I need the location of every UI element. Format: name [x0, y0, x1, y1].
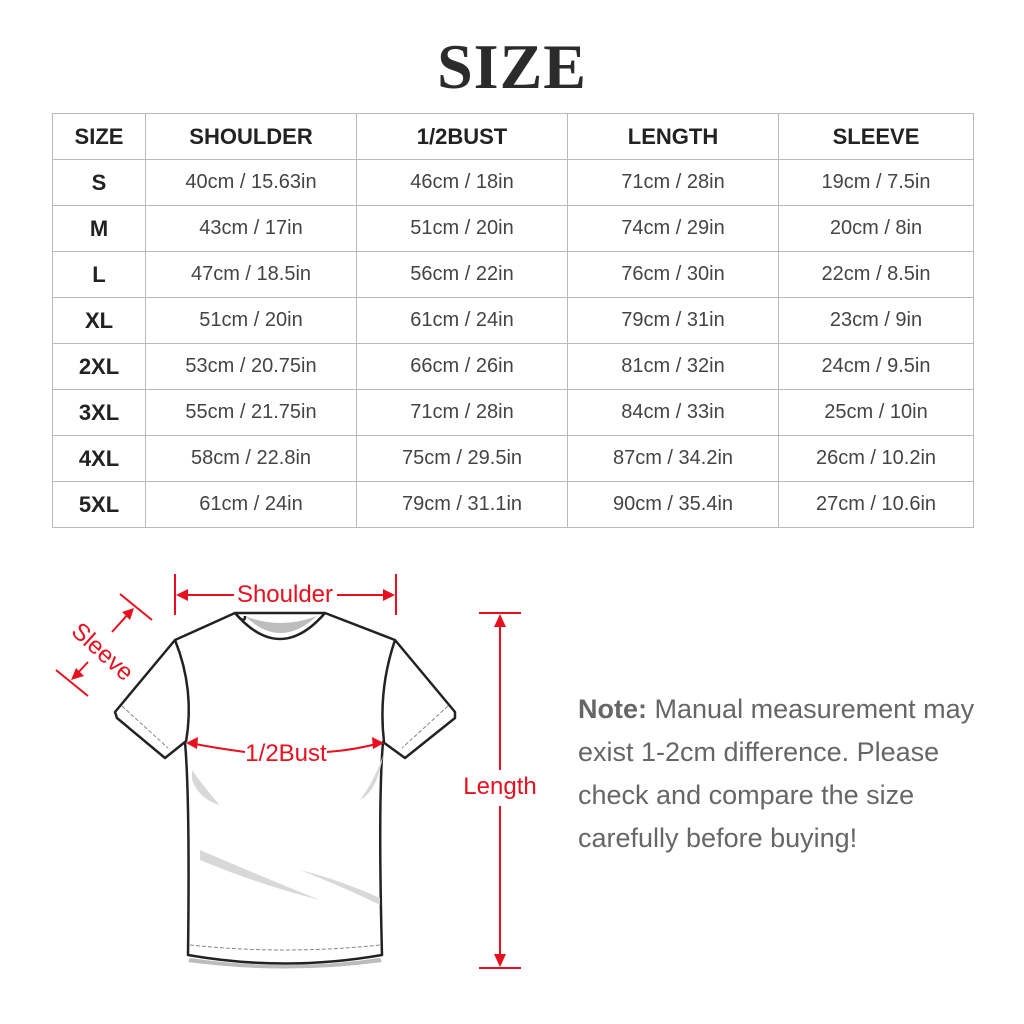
measurement-cell: 51cm / 20in — [356, 205, 568, 252]
table-header-row: SIZE SHOULDER 1/2BUST LENGTH SLEEVE — [52, 113, 974, 160]
size-cell: 5XL — [52, 481, 146, 528]
table-row: 3XL 55cm / 21.75in 71cm / 28in 84cm / 33in 2… — [52, 389, 974, 436]
table-row: 2XL 53cm / 20.75in 66cm / 26in 81cm / 32in 2… — [52, 343, 974, 390]
size-table: SIZE SHOULDER 1/2BUST LENGTH SLEEVE S 40cm / … — [52, 113, 974, 528]
measurement-cell: 75cm / 29.5in — [356, 435, 568, 482]
measurement-cell: 74cm / 29in — [567, 205, 779, 252]
column-header: SLEEVE — [778, 113, 974, 160]
measurement-cell: 27cm / 10.6in — [778, 481, 974, 528]
note-label: Note: — [578, 694, 647, 724]
table-row: M 43cm / 17in 51cm / 20in 74cm / 29in 20cm /… — [52, 205, 974, 252]
measurement-cell: 56cm / 22in — [356, 251, 568, 298]
shoulder-label: Shoulder — [237, 581, 333, 608]
measurement-cell: 19cm / 7.5in — [778, 159, 974, 206]
measurement-cell: 55cm / 21.75in — [145, 389, 357, 436]
measurement-cell: 79cm / 31.1in — [356, 481, 568, 528]
measurement-cell: 40cm / 15.63in — [145, 159, 357, 206]
measurement-cell: 76cm / 30in — [567, 251, 779, 298]
table-row: 5XL 61cm / 24in 79cm / 31.1in 90cm / 35.4in… — [52, 481, 974, 528]
measurement-cell: 87cm / 34.2in — [567, 435, 779, 482]
measurement-annotations — [55, 574, 521, 969]
measurement-cell: 71cm / 28in — [567, 159, 779, 206]
measurement-cell: 66cm / 26in — [356, 343, 568, 390]
measurement-cell: 90cm / 35.4in — [567, 481, 779, 528]
measurement-cell: 79cm / 31in — [567, 297, 779, 344]
table-row: L 47cm / 18.5in 56cm / 22in 76cm / 30in 22cm… — [52, 251, 974, 298]
measurement-cell: 23cm / 9in — [778, 297, 974, 344]
measurement-cell: 47cm / 18.5in — [145, 251, 357, 298]
table-row: S 40cm / 15.63in 46cm / 18in 71cm / 28in 19c… — [52, 159, 974, 206]
size-cell: 3XL — [52, 389, 146, 436]
column-header: 1/2BUST — [356, 113, 568, 160]
measurement-cell: 58cm / 22.8in — [145, 435, 357, 482]
measurement-cell: 24cm / 9.5in — [778, 343, 974, 390]
measurement-cell: 71cm / 28in — [356, 389, 568, 436]
measurement-cell: 43cm / 17in — [145, 205, 357, 252]
measurement-cell: 61cm / 24in — [145, 481, 357, 528]
tshirt-illustration — [113, 611, 457, 969]
measurement-cell: 81cm / 32in — [567, 343, 779, 390]
length-label: Length — [463, 773, 536, 800]
bust-label: 1/2Bust — [245, 740, 327, 767]
measurement-cell: 84cm / 33in — [567, 389, 779, 436]
page-title: SIZE — [437, 31, 587, 102]
measurement-cell: 20cm / 8in — [778, 205, 974, 252]
note-text: Manual measurement may exist 1-2cm diffe… — [578, 694, 975, 853]
measurement-cell: 22cm / 8.5in — [778, 251, 974, 298]
column-header: SIZE — [52, 113, 146, 160]
size-cell: S — [52, 159, 146, 206]
measurement-cell: 25cm / 10in — [778, 389, 974, 436]
size-cell: XL — [52, 297, 146, 344]
measurement-cell: 46cm / 18in — [356, 159, 568, 206]
column-header: LENGTH — [567, 113, 779, 160]
measurement-note: Note: Manual measurement may exist 1-2cm… — [578, 688, 998, 860]
